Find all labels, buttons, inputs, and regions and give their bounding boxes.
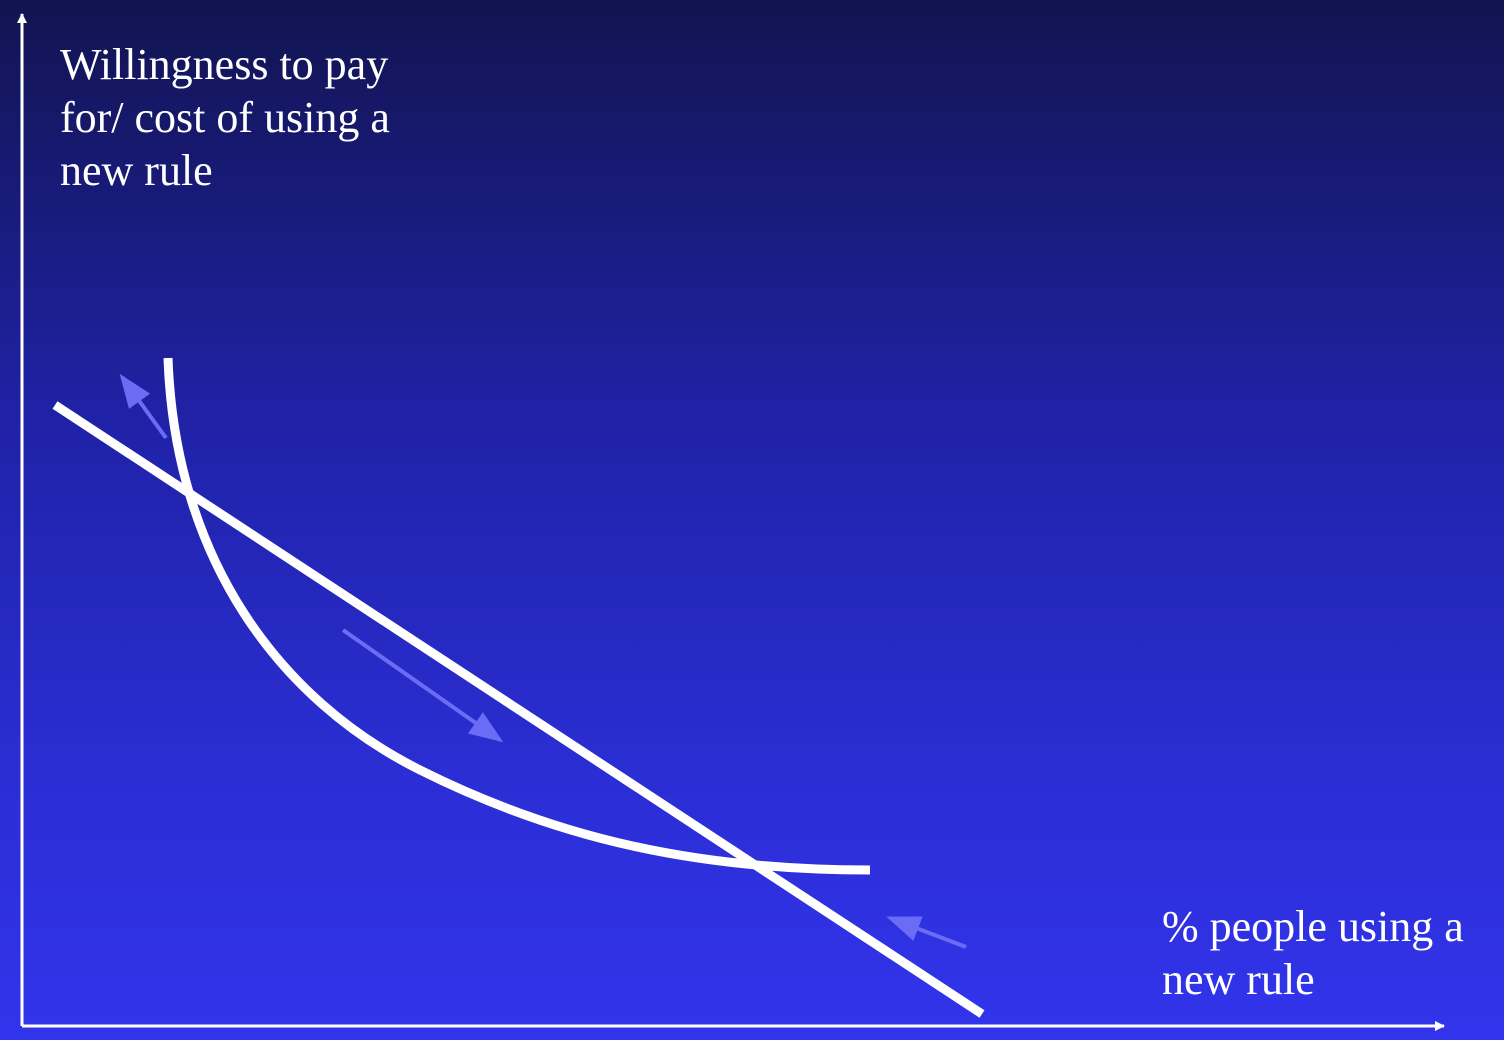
x-axis-label: % people using a new rule	[1162, 900, 1464, 1006]
flow-arrow-middle	[341, 628, 504, 743]
y-axis-label: Willingness to pay for/ cost of using a …	[60, 38, 390, 197]
y-axis-label-line-3: new rule	[60, 146, 213, 195]
flow-arrow-upper-left	[119, 373, 168, 440]
y-axis-label-line-1: Willingness to pay	[60, 40, 389, 89]
willingness-line	[52, 401, 985, 1018]
x-axis-label-line-1: % people using a	[1162, 902, 1464, 951]
cost-curve	[163, 357, 871, 875]
y-axis-label-line-2: for/ cost of using a	[60, 93, 390, 142]
flow-arrow-lower-right	[886, 916, 967, 949]
x-axis-label-line-2: new rule	[1162, 955, 1315, 1004]
